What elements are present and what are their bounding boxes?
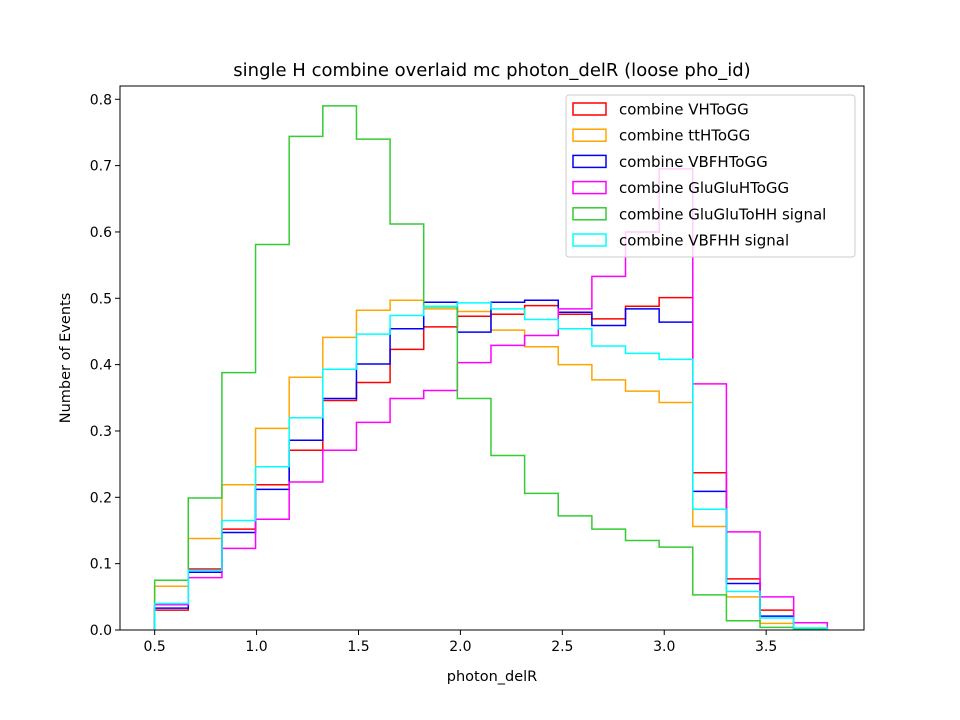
y-tick-label: 0.3 xyxy=(90,424,112,440)
y-tick-label: 0.7 xyxy=(90,159,112,175)
series-6 xyxy=(153,302,829,630)
bin-bar xyxy=(222,521,256,630)
axes-frame xyxy=(119,85,865,631)
x-tick-label: 2.5 xyxy=(551,639,573,655)
series-outline xyxy=(153,302,829,630)
y-axis-label: Number of Events xyxy=(58,293,74,424)
bin-bar xyxy=(592,346,626,630)
legend-swatch xyxy=(572,207,607,221)
bin-bar xyxy=(457,303,491,630)
bin-bar xyxy=(188,570,222,630)
bin-bar xyxy=(525,320,559,630)
series-outline xyxy=(153,168,829,630)
bin-bar xyxy=(356,334,390,630)
legend-label: combine GluGluToHH signal xyxy=(619,205,826,223)
legend-swatch xyxy=(572,128,607,142)
legend-label: combine GluGluHToGG xyxy=(619,179,789,197)
x-tick-label: 1.5 xyxy=(347,639,369,655)
legend-label: combine ttHToGG xyxy=(619,127,750,145)
legend-item: combine VBFHH signal xyxy=(572,232,789,250)
bin-bar xyxy=(626,353,660,630)
legend-item: combine GluGluToHH signal xyxy=(572,205,826,223)
legend-item: combine ttHToGG xyxy=(572,127,750,145)
x-tick-label: 2.0 xyxy=(449,639,471,655)
legend-swatch xyxy=(572,102,607,116)
series-outline xyxy=(153,105,829,631)
legend-swatch xyxy=(572,180,607,195)
x-tick-label: 1.0 xyxy=(245,639,267,655)
legend-swatch xyxy=(572,154,607,169)
legend-label: combine VBFHH signal xyxy=(619,232,789,250)
x-tick-label: 0.5 xyxy=(144,639,166,655)
bin-bar xyxy=(289,418,323,630)
legend-swatch xyxy=(572,233,607,247)
x-tick-label: 3.0 xyxy=(653,639,675,655)
legend-item: combine VHToGG xyxy=(572,101,749,119)
legend-frame xyxy=(565,94,856,258)
bin-bar xyxy=(659,359,693,630)
y-tick-label: 0.1 xyxy=(90,557,112,573)
legend: combine VHToGG combine ttHToGG combine VBF… xyxy=(565,94,856,258)
x-axis-label: photon_delR xyxy=(447,669,538,685)
plot-area xyxy=(153,105,829,631)
bin-bar xyxy=(323,369,357,630)
series-5 xyxy=(153,105,829,631)
bin-bar xyxy=(155,603,189,630)
y-tick-label: 0.6 xyxy=(90,225,112,241)
x-axis: 0.5 1.0 1.5 2.0 2.5 3.0 3.5 xyxy=(144,630,777,655)
y-tick-label: 0.0 xyxy=(90,623,112,639)
bin-bar xyxy=(491,309,525,630)
bin-bar xyxy=(424,306,458,630)
y-axis: 0.0 0.1 0.2 0.3 0.4 0.5 0.6 0.7 0.8 xyxy=(90,92,120,639)
bin-bar xyxy=(726,592,760,630)
y-tick-label: 0.5 xyxy=(90,291,112,307)
y-tick-label: 0.8 xyxy=(90,92,112,108)
legend-item: combine VBFHToGG xyxy=(572,153,768,171)
bin-bar xyxy=(256,467,290,630)
y-tick-label: 0.4 xyxy=(90,358,112,374)
legend-item: combine GluGluHToGG xyxy=(572,179,789,197)
x-tick-label: 3.5 xyxy=(755,639,777,655)
bin-bar xyxy=(390,316,424,630)
bin-bar xyxy=(693,509,727,630)
bin-bar xyxy=(558,329,592,630)
legend-label: combine VBFHToGG xyxy=(619,153,768,171)
legend-label: combine VHToGG xyxy=(619,101,749,119)
y-tick-label: 0.2 xyxy=(90,490,112,506)
chart-title: single H combine overlaid mc photon_delR… xyxy=(233,60,750,81)
series-4 xyxy=(153,168,829,630)
bin-bar xyxy=(760,618,794,630)
